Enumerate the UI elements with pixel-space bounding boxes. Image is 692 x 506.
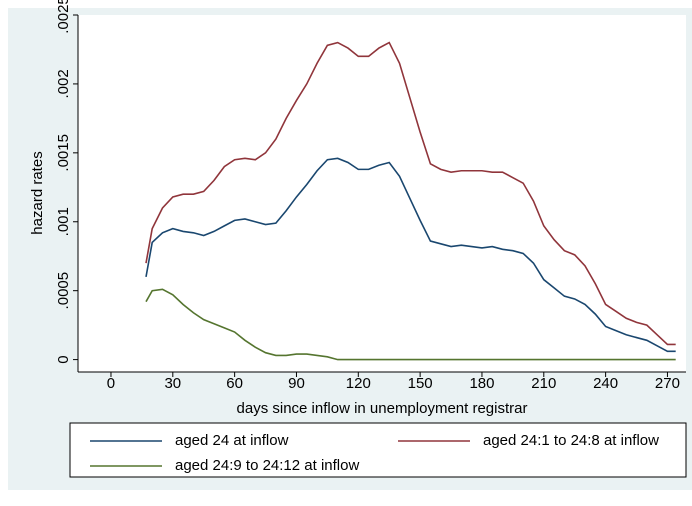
plot-area xyxy=(78,15,686,372)
legend-label: aged 24:1 to 24:8 at inflow xyxy=(483,432,659,449)
series-line xyxy=(145,288,676,361)
x-tick-label: 120 xyxy=(346,375,371,392)
x-tick-label: 210 xyxy=(531,375,556,392)
series-line xyxy=(145,41,676,346)
y-tick-label: 0 xyxy=(55,355,72,363)
x-tick-label: 180 xyxy=(469,375,494,392)
legend-box xyxy=(69,422,687,478)
legend-label: aged 24 at inflow xyxy=(175,432,289,449)
x-tick-label: 0 xyxy=(107,375,115,392)
y-tick-label: .001 xyxy=(55,207,72,236)
y-tick-label: .002 xyxy=(55,69,72,98)
y-tick-label: .0015 xyxy=(55,134,72,172)
x-tick-label: 240 xyxy=(593,375,618,392)
x-tick-label: 90 xyxy=(288,375,305,392)
y-tick-label: .0005 xyxy=(55,272,72,310)
x-tick-label: 270 xyxy=(655,375,680,392)
x-tick-label: 60 xyxy=(226,375,243,392)
x-tick-label: 30 xyxy=(164,375,181,392)
legend-label: aged 24:9 to 24:12 at inflow xyxy=(175,457,359,474)
y-tick-label: .0025 xyxy=(55,0,72,34)
x-tick-label: 150 xyxy=(408,375,433,392)
y-axis-title: hazard rates xyxy=(29,151,46,234)
x-axis-title: days since inflow in unemployment regist… xyxy=(237,400,528,417)
series-line xyxy=(145,157,676,353)
